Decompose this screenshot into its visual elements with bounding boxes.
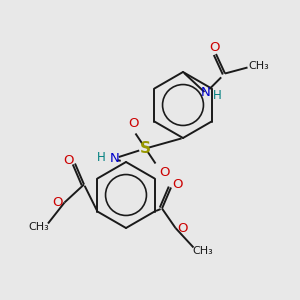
Text: O: O xyxy=(177,221,187,235)
Text: CH₃: CH₃ xyxy=(192,245,213,256)
Text: CH₃: CH₃ xyxy=(248,61,269,71)
Text: O: O xyxy=(209,41,220,54)
Text: H: H xyxy=(212,89,221,102)
Text: O: O xyxy=(128,117,139,130)
Text: S: S xyxy=(140,141,151,156)
Text: O: O xyxy=(53,196,63,209)
Text: O: O xyxy=(172,178,183,191)
Text: CH₃: CH₃ xyxy=(28,221,50,232)
Text: O: O xyxy=(160,166,170,179)
Text: N: N xyxy=(201,86,210,100)
Text: O: O xyxy=(63,154,74,167)
Text: N: N xyxy=(110,152,120,166)
Text: H: H xyxy=(97,151,106,164)
